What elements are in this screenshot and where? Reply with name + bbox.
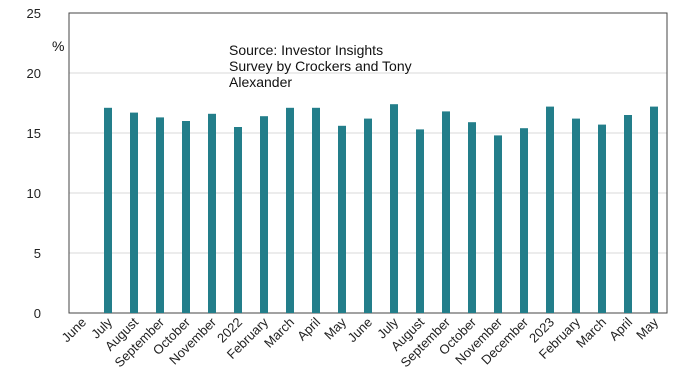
bar [546,106,554,313]
bar [364,118,372,313]
bar [442,111,450,314]
bar [650,106,658,313]
bar [624,115,632,313]
bar [208,113,216,313]
bar [520,128,528,313]
source-note-line-2: Survey by Crockers and Tony [229,58,412,74]
unit-label: % [52,38,64,54]
y-tick-label: 5 [34,246,41,261]
x-tick-label: June [345,315,376,346]
bar [416,129,424,313]
bars [104,104,658,314]
y-tick-label: 20 [27,66,41,81]
bar [260,116,268,313]
bar [182,121,190,313]
x-tick-label: May [633,314,661,342]
bar [130,112,138,313]
bar [156,117,164,314]
bar [598,124,606,313]
x-tick-label: May [321,314,349,342]
y-tick-label: 0 [34,306,41,321]
x-tick-label: April [606,314,635,343]
x-tick-label: June [59,315,90,346]
bar [390,104,398,313]
bar [572,118,580,313]
bar [312,107,320,313]
bar [468,122,476,313]
x-tick-label: March [261,315,297,351]
source-note-line-3: Alexander [229,74,292,90]
y-axis-ticks: 0 5 10 15 20 25 [27,6,41,321]
x-tick-label: March [573,315,609,351]
source-note-line-1: Source: Investor Insights [229,42,383,58]
x-axis-ticks: June JulyAugustSeptemberOctoberNovember20… [59,314,662,370]
bar [234,127,242,313]
y-tick-label: 10 [27,186,41,201]
bar [338,125,346,313]
bar [104,107,112,313]
source-note: Source: Investor Insights Survey by Croc… [229,42,416,90]
x-tick-label: April [294,314,323,343]
y-tick-label: 25 [27,6,41,21]
bar [286,107,294,313]
y-tick-label: 15 [27,126,41,141]
bar [494,135,502,313]
